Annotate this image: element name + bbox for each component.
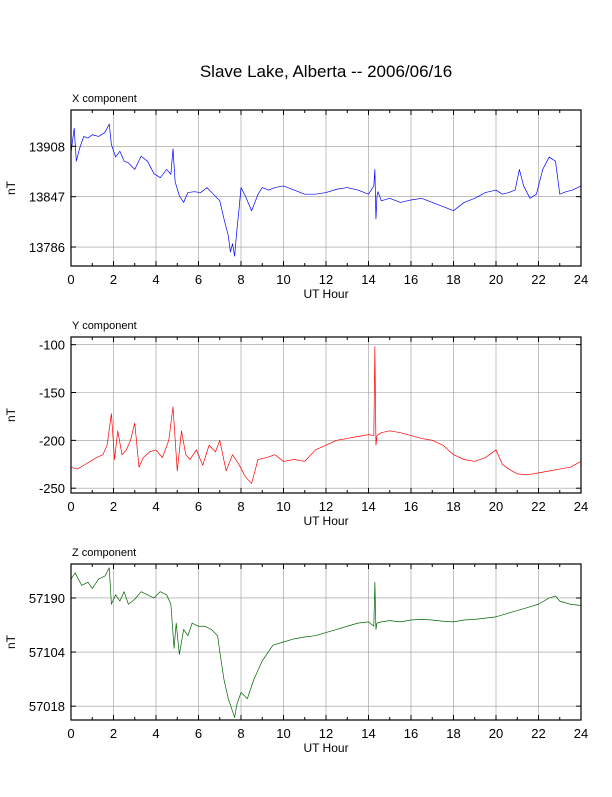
y-tick-label: 57190 <box>29 591 65 606</box>
chart-title: Slave Lake, Alberta -- 2006/06/16 <box>200 62 452 81</box>
x-axis-label: UT Hour <box>303 514 348 528</box>
x-tick-label: 10 <box>276 726 290 741</box>
x-tick-label: 16 <box>404 726 418 741</box>
x-tick-label: 10 <box>276 272 290 287</box>
x-tick-label: 18 <box>446 272 460 287</box>
x-tick-label: 22 <box>531 726 545 741</box>
x-tick-label: 24 <box>574 272 588 287</box>
x-tick-label: 12 <box>319 726 333 741</box>
x-tick-label: 22 <box>531 499 545 514</box>
x-tick-label: 6 <box>195 726 202 741</box>
x-tick-label: 20 <box>489 726 503 741</box>
x-tick-label: 16 <box>404 272 418 287</box>
y-tick-label: -150 <box>39 386 65 401</box>
x-tick-label: 6 <box>195 272 202 287</box>
x-tick-label: 24 <box>574 726 588 741</box>
series-line <box>70 567 582 718</box>
x-tick-label: 12 <box>319 499 333 514</box>
x-tick-label: 8 <box>237 726 244 741</box>
y-tick-label: 57018 <box>29 699 65 714</box>
y-tick-label: -100 <box>39 338 65 353</box>
x-tick-label: 6 <box>195 499 202 514</box>
y-tick-label: -200 <box>39 433 65 448</box>
x-tick-label: 22 <box>531 272 545 287</box>
x-tick-label: 24 <box>574 499 588 514</box>
x-axis-label: UT Hour <box>303 287 348 301</box>
x-tick-label: 18 <box>446 726 460 741</box>
x-tick-label: 2 <box>110 726 117 741</box>
x-tick-label: 4 <box>152 726 159 741</box>
x-tick-label: 18 <box>446 499 460 514</box>
x-tick-label: 14 <box>361 272 375 287</box>
y-tick-label: -250 <box>39 481 65 496</box>
series-line <box>70 123 582 257</box>
y-tick-label: 13847 <box>29 190 65 205</box>
x-axis-label: UT Hour <box>303 741 348 755</box>
x-tick-label: 20 <box>489 499 503 514</box>
x-tick-label: 8 <box>237 272 244 287</box>
x-tick-label: 16 <box>404 499 418 514</box>
x-tick-label: 14 <box>361 726 375 741</box>
series-line <box>70 346 582 484</box>
panel-title: X component <box>72 93 137 105</box>
x-tick-label: 12 <box>319 272 333 287</box>
x-tick-label: 14 <box>361 499 375 514</box>
x-tick-label: 0 <box>67 499 74 514</box>
x-tick-label: 20 <box>489 272 503 287</box>
panel-title: Y component <box>72 320 137 332</box>
x-tick-label: 2 <box>110 499 117 514</box>
x-tick-label: 8 <box>237 499 244 514</box>
y-axis-label: nT <box>4 180 18 195</box>
panel-title: Z component <box>72 547 136 559</box>
y-tick-label: 13908 <box>29 139 65 154</box>
y-axis-label: nT <box>4 634 18 649</box>
y-tick-label: 57104 <box>29 645 65 660</box>
x-tick-label: 4 <box>152 272 159 287</box>
x-tick-label: 2 <box>110 272 117 287</box>
x-tick-label: 4 <box>152 499 159 514</box>
y-axis-label: nT <box>4 407 18 422</box>
x-tick-label: 0 <box>67 726 74 741</box>
x-tick-label: 10 <box>276 499 290 514</box>
x-tick-label: 0 <box>67 272 74 287</box>
y-tick-label: 13786 <box>29 240 65 255</box>
